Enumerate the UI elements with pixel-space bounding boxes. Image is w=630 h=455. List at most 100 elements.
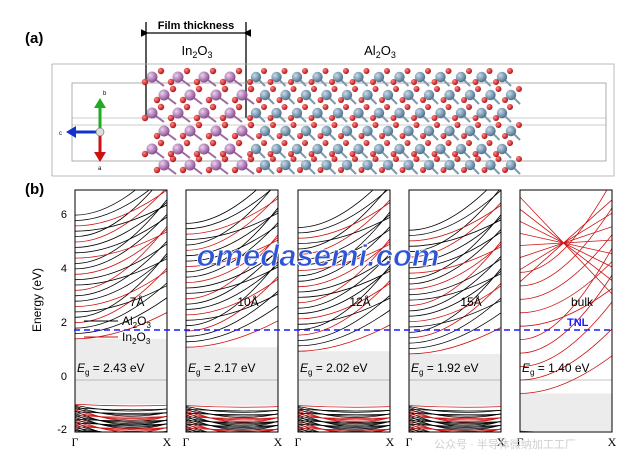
valence-band [298,417,390,425]
o-atom [370,151,376,157]
o-atom [183,103,191,111]
al-atom [332,71,344,83]
o-atom [352,86,358,92]
conduction-band [186,190,272,246]
conduction-band [186,190,272,230]
valence-band [186,439,278,453]
valence-band [75,424,167,432]
o-atom [413,156,420,162]
valence-band [75,418,167,422]
al-atom [291,107,303,119]
o-atom [311,156,317,162]
valence-band [520,433,612,439]
conduction-band [520,207,612,287]
panel-b-label: (b) [25,181,44,198]
o-atom [261,68,267,74]
o-atom [445,68,452,74]
valence-band [298,420,390,423]
band-gap-region [75,338,167,405]
band-panel: Γ X 12Å Eg = 2.02 eV [295,189,395,449]
valence-band [409,436,501,438]
valence-band [186,435,278,449]
bandgap-label: Eg = 2.02 eV [300,361,368,377]
o-atom [317,167,324,173]
o-atom [219,150,227,158]
o-atom [495,86,502,92]
o-atom [502,167,508,173]
o-atom [179,96,187,104]
o-atom [399,97,406,103]
conduction-band [75,258,167,286]
valence-band [186,414,278,426]
in-atom [158,89,170,101]
valence-band [298,428,318,432]
valence-band [298,422,390,432]
bandgap-label: Eg = 2.43 eV [77,361,145,377]
o-atom [209,139,217,147]
o-atom [440,167,447,173]
valence-band [186,438,278,448]
in-atom [146,71,158,83]
valence-band [298,412,390,416]
in-atom [184,89,196,101]
valence-band [186,425,208,432]
o-atom [209,67,217,75]
o-atom [288,79,294,85]
o-atom [384,104,390,110]
o-atom [193,114,201,122]
o-atom [358,167,365,173]
valence-band [298,405,390,408]
o-atom [507,104,513,110]
o-atom [302,68,308,74]
conduction-band [520,208,612,281]
valence-band [298,421,390,428]
o-atom [329,79,335,85]
conduction-band [298,297,390,325]
o-atom [349,79,356,85]
o-atom [404,140,411,146]
x-label-x: X [608,435,617,449]
valence-band [298,424,390,432]
valence-band [75,408,167,416]
o-atom [267,79,274,85]
o-atom [331,156,338,162]
o-atom [379,167,385,173]
valence-band [186,419,278,432]
o-atom [472,151,479,157]
o-atom [372,156,379,162]
o-atom [461,133,467,139]
o-atom [267,151,274,157]
conduction-band [186,210,278,257]
o-atom [486,140,493,146]
o-atom [420,97,426,103]
conduction-band [298,238,390,304]
al-atom [291,143,303,155]
o-atom [322,68,329,74]
o-atom [472,79,479,85]
valence-band [298,413,390,421]
al-atom [444,159,455,171]
o-atom [281,104,288,110]
conduction-band [409,297,501,344]
conduction-band [520,199,612,283]
conduction-band [75,297,167,334]
al-atom [496,107,508,119]
valence-band [186,418,278,430]
valence-band [75,419,167,427]
o-atom [420,133,426,139]
o-atom [261,140,267,146]
al-atom [353,71,364,83]
x-label-gamma: Γ [517,435,524,449]
conduction-band [75,190,166,243]
o-atom [452,151,458,157]
al-atom [444,125,455,137]
o-atom [193,78,201,86]
valence-band [298,414,390,426]
valence-band [298,409,390,417]
o-atom [466,68,472,74]
o-atom [481,97,488,103]
o-atom [461,167,467,173]
o-atom [404,104,411,110]
valence-band [409,414,501,426]
o-atom [153,96,161,104]
